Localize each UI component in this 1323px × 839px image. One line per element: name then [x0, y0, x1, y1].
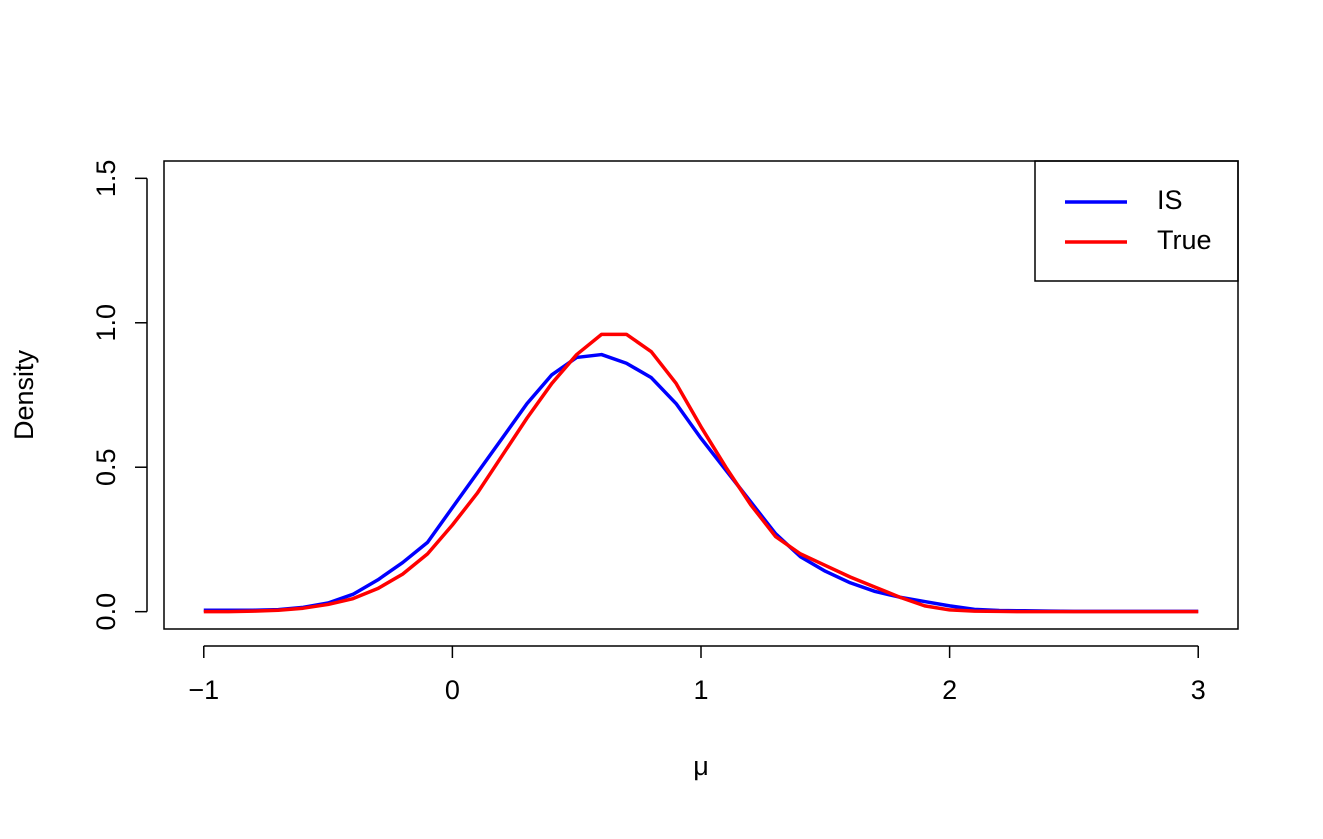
y-tick-label: 1.0 — [91, 304, 121, 342]
y-axis-label: Density — [9, 349, 39, 440]
x-tick-label: −1 — [188, 675, 219, 705]
y-tick-label: 0.0 — [91, 593, 121, 631]
series-line — [203, 332, 1199, 614]
y-tick-label: 0.5 — [91, 448, 121, 486]
y-tick-label: 1.5 — [91, 160, 121, 198]
series-line — [203, 352, 1199, 614]
legend-label: IS — [1157, 185, 1183, 215]
legend-label: True — [1157, 225, 1212, 255]
x-tick-label: 0 — [445, 675, 460, 705]
plot-frame — [163, 160, 1239, 630]
x-tick-label: 2 — [942, 675, 957, 705]
x-tick-label: 1 — [693, 675, 708, 705]
legend-box — [1034, 160, 1239, 282]
x-tick-label: 3 — [1191, 675, 1206, 705]
x-axis-label: μ — [693, 751, 709, 781]
